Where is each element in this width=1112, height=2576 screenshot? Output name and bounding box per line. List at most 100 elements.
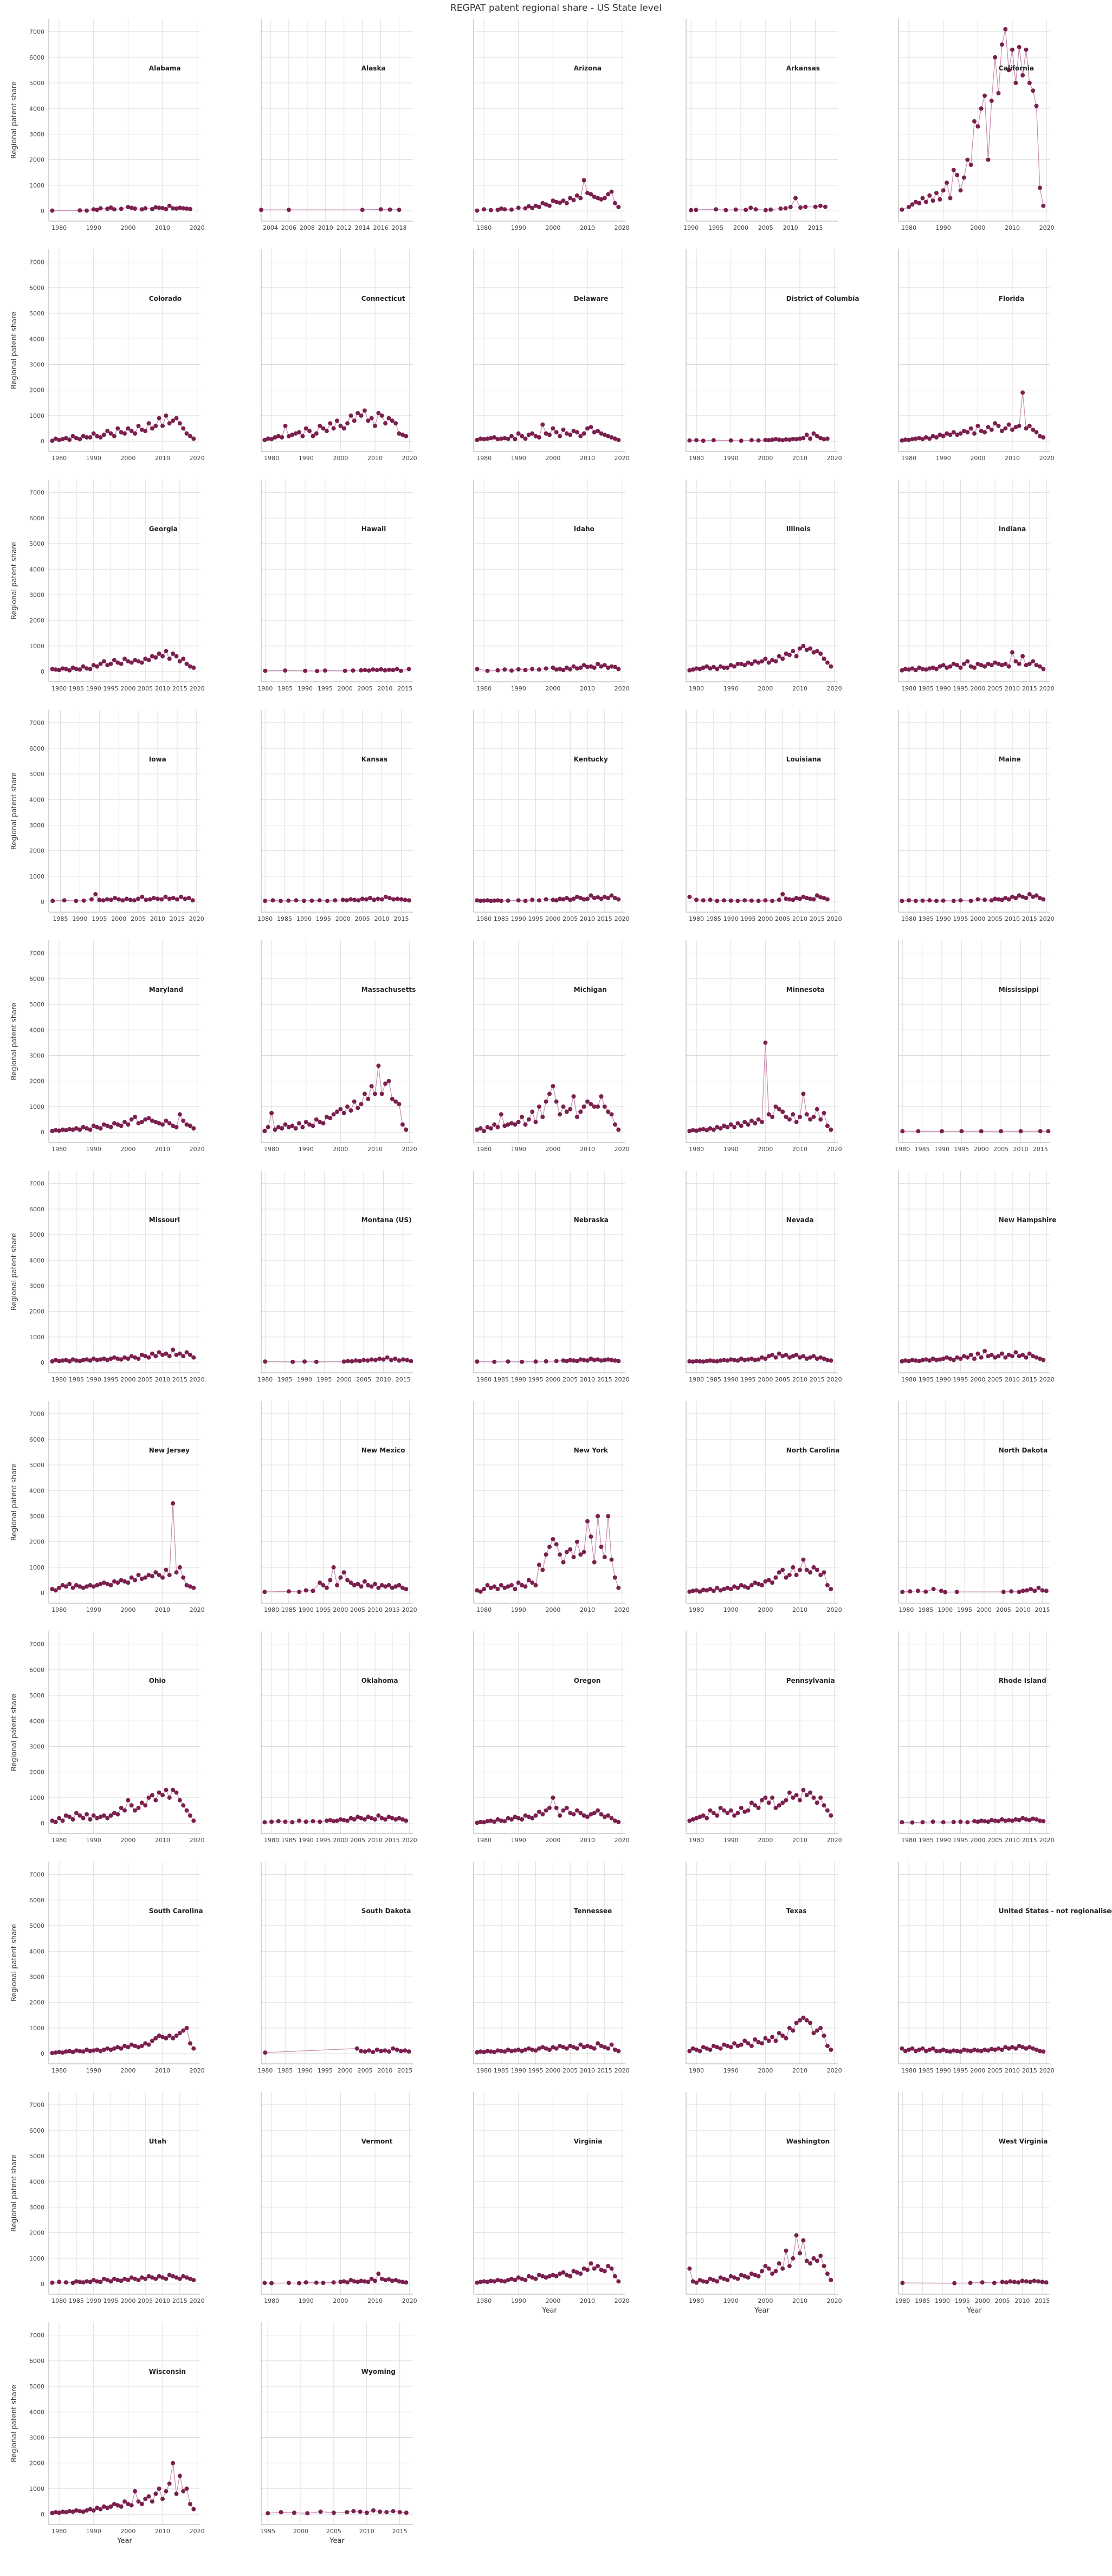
- x-tick-label: 1990: [936, 685, 951, 692]
- data-point: [404, 1587, 408, 1591]
- data-point: [754, 207, 758, 211]
- data-point: [962, 662, 966, 666]
- data-point: [373, 2278, 377, 2283]
- data-point: [403, 2048, 407, 2052]
- y-tick-label: 5000: [29, 540, 44, 547]
- data-point: [164, 207, 168, 211]
- data-point: [547, 2048, 552, 2052]
- data-point: [746, 1122, 751, 1127]
- x-tick-label: 1990: [86, 1606, 101, 1613]
- x-tick-label: 1985: [53, 915, 68, 922]
- data-point: [794, 1573, 799, 1577]
- data-point: [263, 2050, 267, 2055]
- data-point: [701, 898, 706, 902]
- data-point: [119, 1806, 124, 1810]
- y-tick-label: 7000: [29, 29, 44, 36]
- y-tick-label: 6000: [29, 54, 44, 61]
- x-tick-label: 2005: [131, 915, 146, 922]
- panel-nebraska: 198019851990199520002005201020152020Nebr…: [474, 1171, 630, 1383]
- data-point: [404, 1818, 408, 1823]
- panel-label: Utah: [149, 2138, 166, 2145]
- data-point: [907, 898, 911, 902]
- data-point: [404, 2280, 408, 2284]
- data-point: [763, 898, 767, 902]
- x-tick-label: 2000: [120, 1146, 135, 1153]
- panel-united-states-not-regionalised: 198019851990199520002005201020152020Unit…: [898, 1862, 1112, 2074]
- data-point: [159, 897, 164, 901]
- data-point: [1000, 2280, 1005, 2284]
- data-point: [554, 2046, 559, 2051]
- data-point: [829, 2048, 833, 2052]
- data-point: [520, 1360, 524, 1364]
- x-tick-label: 2015: [397, 685, 412, 692]
- panel-label: Massachusetts: [361, 986, 416, 993]
- data-point: [774, 659, 778, 663]
- x-tick-label: 2000: [333, 2297, 348, 2304]
- data-point: [88, 1817, 92, 1822]
- x-tick-label: 1990: [511, 1376, 526, 1383]
- x-tick-label: 1985: [277, 915, 292, 922]
- data-point: [712, 1811, 716, 1815]
- data-point: [599, 1545, 604, 1549]
- data-point: [805, 1112, 809, 1116]
- data-point: [171, 418, 175, 423]
- panel-label: Mississippi: [999, 986, 1039, 993]
- y-tick-label: 0: [41, 208, 44, 215]
- data-point: [376, 1813, 380, 1818]
- data-point: [749, 662, 754, 666]
- data-point: [808, 1570, 812, 1574]
- y-tick-label: 0: [41, 1590, 44, 1597]
- panel-label: Vermont: [361, 2138, 393, 2145]
- data-point: [300, 1125, 305, 1129]
- panel-utah: 0100020003000400050006000700019801985199…: [10, 2092, 205, 2304]
- data-point: [479, 1126, 483, 1131]
- data-point: [160, 1576, 165, 1580]
- data-point: [603, 1105, 607, 1109]
- data-point: [321, 2281, 326, 2285]
- data-point: [380, 897, 384, 901]
- data-point: [1004, 2280, 1008, 2284]
- data-point: [160, 424, 165, 428]
- chart-title: REGPAT patent regional share - US State …: [450, 3, 662, 14]
- data-point: [1040, 1588, 1045, 1592]
- data-point: [1038, 664, 1042, 669]
- x-tick-label: 1990: [936, 224, 951, 231]
- data-point: [616, 1359, 620, 1363]
- data-point: [794, 1120, 799, 1124]
- data-point: [157, 651, 161, 656]
- data-point: [342, 1359, 346, 1364]
- data-point: [1029, 1587, 1033, 1591]
- data-point: [398, 2510, 402, 2514]
- y-tick-label: 3000: [29, 1973, 44, 1980]
- data-point: [300, 434, 305, 438]
- data-point: [767, 1112, 771, 1116]
- data-point: [572, 1555, 576, 1559]
- x-tick-label: 1980: [901, 2067, 916, 2074]
- data-point: [767, 1800, 771, 1805]
- data-point: [729, 1809, 733, 1813]
- x-tick-label: 2020: [827, 2297, 842, 2304]
- data-point: [358, 2509, 363, 2514]
- data-point: [729, 1122, 733, 1127]
- panel-district-of-columbia: 19801990200020102020District of Columbia: [686, 249, 859, 462]
- data-point: [101, 898, 106, 902]
- x-tick-label: 2000: [545, 224, 560, 231]
- data-point: [178, 2474, 182, 2478]
- panel-kansas: 19801985199019952000200520102015Kansas: [257, 710, 413, 922]
- data-point: [736, 2277, 740, 2281]
- x-tick-label: 1985: [494, 915, 509, 922]
- panel-wyoming: 19952000200520102015WyomingYear: [260, 2322, 413, 2545]
- y-tick-label: 0: [41, 1129, 44, 1136]
- data-point: [319, 2509, 323, 2514]
- y-tick-label: 5000: [29, 1922, 44, 1929]
- y-tick-label: 2000: [29, 1078, 44, 1085]
- data-point: [191, 2278, 196, 2282]
- x-tick-label: 2020: [190, 2297, 205, 2304]
- data-point: [363, 668, 367, 672]
- data-point: [342, 427, 346, 431]
- data-point: [191, 1818, 196, 1823]
- data-point: [547, 1092, 552, 1096]
- data-point: [133, 431, 137, 436]
- x-tick-label: 2005: [355, 915, 370, 922]
- x-tick-label: 2000: [120, 2067, 135, 2074]
